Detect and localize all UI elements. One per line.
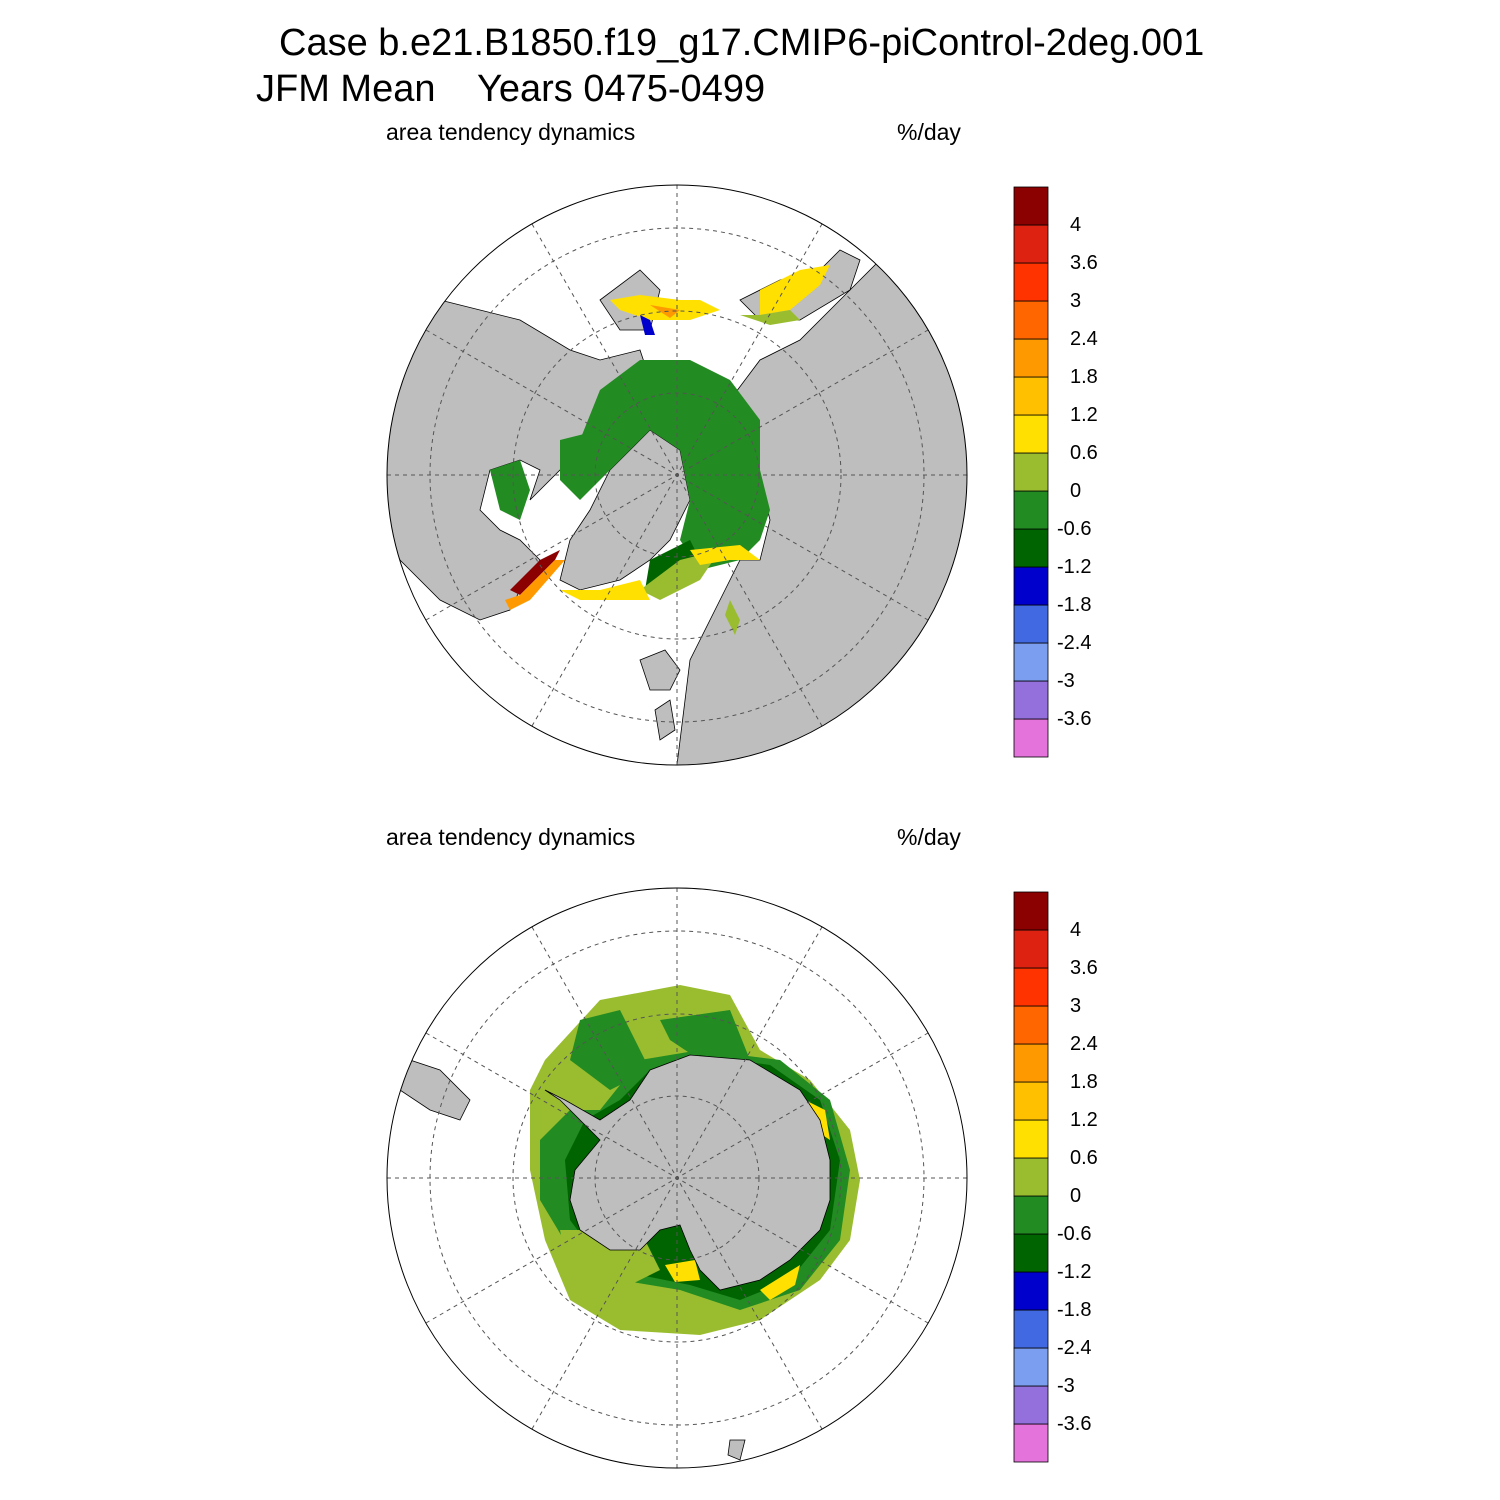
- colorbar-tick-label: 4: [1070, 919, 1082, 941]
- colorbar-box: [1013, 929, 1049, 969]
- north-field-labrador-red: [510, 550, 560, 595]
- south-field-yellow-ross: [665, 1260, 700, 1282]
- north-field-okhotsk-yellow: [760, 265, 830, 315]
- colorbar-tick-label: 0.6: [1070, 1147, 1098, 1169]
- colorbar-box: [1013, 528, 1049, 568]
- colorbar-tick-label: 1.2: [1070, 404, 1098, 426]
- south-panel-units-label: %/day: [897, 824, 961, 850]
- south-field-yellow-amundsen: [760, 1265, 800, 1300]
- colorbar-tick-label: 1.8: [1070, 366, 1098, 388]
- south-field-green-ross: [570, 1010, 650, 1090]
- colorbar-tick-label: -2.4: [1057, 1337, 1092, 1359]
- colorbar-box: [1013, 490, 1049, 530]
- colorbar-tick-label: 0.6: [1070, 442, 1098, 464]
- north-field-bering-blue: [640, 315, 655, 335]
- south-colorbar: [1013, 891, 1049, 1463]
- colorbar-box: [1013, 718, 1049, 758]
- title-line-1: Case b.e21.B1850.f19_g17.CMIP6-piControl…: [279, 22, 1205, 64]
- years-label: Years 0475-0499: [477, 68, 766, 110]
- south-polar-map: [387, 888, 967, 1468]
- colorbar-box: [1013, 642, 1049, 682]
- north-polar-map: [387, 185, 967, 765]
- north-field-arctic-ocean: [580, 360, 770, 570]
- colorbar-tick-label: 1.2: [1070, 1109, 1098, 1131]
- colorbar-box: [1013, 224, 1049, 264]
- colorbar-box: [1013, 1271, 1049, 1311]
- colorbar-box: [1013, 186, 1049, 226]
- colorbar-box: [1013, 376, 1049, 416]
- colorbar-tick-label: 0: [1070, 480, 1082, 502]
- north-colorbar: [1013, 186, 1049, 758]
- colorbar-tick-label: -1.2: [1057, 556, 1092, 578]
- colorbar-tick-label: 3.6: [1070, 252, 1098, 274]
- south-map-border: [386, 887, 968, 1469]
- colorbar-tick-label: 1.8: [1070, 1071, 1098, 1093]
- colorbar-tick-label: -0.6: [1057, 1223, 1092, 1245]
- colorbar-box: [1013, 300, 1049, 340]
- north-field-greenland-east-yellow: [560, 580, 650, 600]
- colorbar-tick-label: -2.4: [1057, 632, 1092, 654]
- colorbar-tick-label: -3.6: [1057, 1413, 1092, 1435]
- colorbar-box: [1013, 1347, 1049, 1387]
- north-graticule: [387, 185, 967, 765]
- colorbar-box: [1013, 1157, 1049, 1197]
- north-land-iceland-europe: [639, 649, 681, 691]
- colorbar-box: [1013, 1005, 1049, 1045]
- colorbar-box: [1013, 262, 1049, 302]
- north-map-border: [386, 184, 968, 766]
- title-line-2: JFM Mean Years 0475-0499: [256, 70, 765, 108]
- colorbar-tick-label: -1.2: [1057, 1261, 1092, 1283]
- north-panel-units-label: %/day: [897, 119, 961, 145]
- colorbar-box: [1013, 452, 1049, 492]
- colorbar-tick-label: 2.4: [1070, 328, 1098, 350]
- colorbar-box: [1013, 566, 1049, 606]
- north-field-archipelago: [560, 430, 610, 500]
- south-panel-left-label: area tendency dynamics: [386, 824, 636, 850]
- colorbar-tick-label: -3: [1057, 670, 1075, 692]
- colorbar-tick-label: -3: [1057, 1375, 1075, 1397]
- south-field-green-weddell: [660, 1010, 750, 1060]
- colorbar-box: [1013, 1081, 1049, 1121]
- colorbar-box: [1013, 1385, 1049, 1425]
- colorbar-box: [1013, 1195, 1049, 1235]
- colorbar-tick-label: 3: [1070, 995, 1082, 1017]
- colorbar-box: [1013, 604, 1049, 644]
- colorbar-box: [1013, 1423, 1049, 1463]
- colorbar-box: [1013, 680, 1049, 720]
- season-label: JFM Mean: [256, 68, 436, 110]
- colorbar-box: [1013, 967, 1049, 1007]
- colorbar-box: [1013, 1233, 1049, 1273]
- south-graticule: [387, 888, 967, 1468]
- colorbar-box: [1013, 1043, 1049, 1083]
- north-land-britain: [654, 699, 676, 741]
- colorbar-tick-label: -3.6: [1057, 708, 1092, 730]
- colorbar-tick-label: 4: [1070, 214, 1082, 236]
- colorbar-tick-label: -0.6: [1057, 518, 1092, 540]
- colorbar-box: [1013, 891, 1049, 931]
- colorbar-tick-label: -1.8: [1057, 594, 1092, 616]
- colorbar-tick-label: 3.6: [1070, 957, 1098, 979]
- colorbar-box: [1013, 338, 1049, 378]
- north-field-baltic: [725, 600, 740, 635]
- north-panel-left-label: area tendency dynamics: [386, 119, 636, 145]
- colorbar-tick-label: 2.4: [1070, 1033, 1098, 1055]
- colorbar-tick-label: 0: [1070, 1185, 1082, 1207]
- north-field-labrador-orange: [505, 560, 565, 610]
- colorbar-box: [1013, 1309, 1049, 1349]
- north-field-norwegian-yellow: [690, 545, 760, 565]
- colorbar-box: [1013, 414, 1049, 454]
- colorbar-box: [1013, 1119, 1049, 1159]
- colorbar-tick-label: -1.8: [1057, 1299, 1092, 1321]
- south-land-tasmania: [727, 1439, 746, 1461]
- south-land-antarctica: [544, 1054, 831, 1291]
- colorbar-tick-label: 3: [1070, 290, 1082, 312]
- north-field-okhotsk-green: [740, 310, 800, 325]
